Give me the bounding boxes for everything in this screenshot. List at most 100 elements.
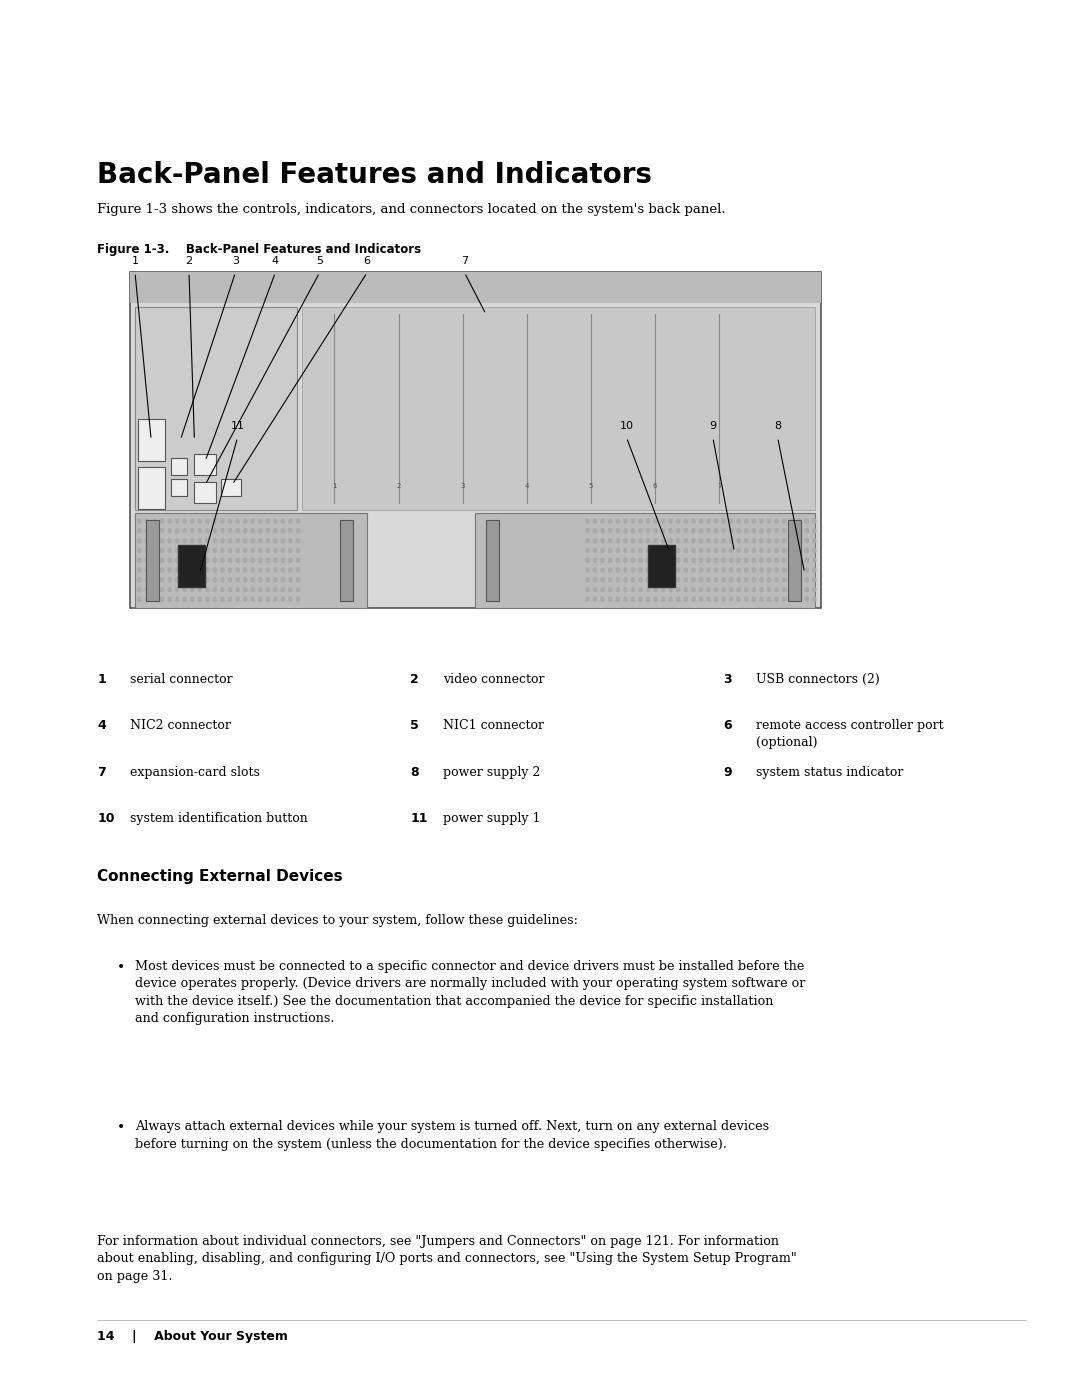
Circle shape [176, 549, 179, 553]
Circle shape [662, 520, 665, 524]
Text: 2: 2 [410, 673, 419, 686]
Circle shape [282, 578, 285, 581]
Circle shape [647, 549, 650, 553]
Text: 4: 4 [97, 719, 106, 732]
Circle shape [237, 567, 240, 573]
Text: power supply 2: power supply 2 [443, 766, 540, 778]
Circle shape [153, 539, 157, 543]
Circle shape [221, 567, 225, 573]
Circle shape [685, 557, 688, 563]
Circle shape [813, 567, 816, 573]
Circle shape [707, 588, 711, 592]
Circle shape [624, 539, 627, 543]
Circle shape [594, 567, 597, 573]
Circle shape [244, 529, 247, 534]
Circle shape [738, 539, 741, 543]
Circle shape [813, 578, 816, 581]
Circle shape [730, 598, 733, 602]
Circle shape [692, 520, 696, 524]
Circle shape [229, 557, 232, 563]
Circle shape [206, 557, 210, 563]
Text: •: • [117, 960, 125, 974]
Circle shape [639, 598, 642, 602]
Circle shape [775, 588, 779, 592]
Circle shape [153, 588, 157, 592]
Circle shape [161, 557, 164, 563]
Circle shape [700, 588, 703, 592]
Circle shape [632, 529, 635, 534]
Circle shape [244, 588, 247, 592]
Circle shape [768, 578, 771, 581]
Circle shape [753, 588, 756, 592]
Circle shape [184, 557, 187, 563]
Circle shape [206, 539, 210, 543]
Circle shape [707, 557, 711, 563]
Circle shape [267, 557, 270, 563]
Circle shape [723, 567, 726, 573]
FancyBboxPatch shape [475, 513, 815, 608]
Circle shape [594, 539, 597, 543]
Circle shape [609, 598, 612, 602]
Circle shape [602, 520, 605, 524]
Circle shape [221, 598, 225, 602]
Circle shape [677, 549, 680, 553]
Text: serial connector: serial connector [130, 673, 232, 686]
FancyBboxPatch shape [340, 520, 353, 601]
Circle shape [738, 588, 741, 592]
Circle shape [282, 557, 285, 563]
Circle shape [738, 567, 741, 573]
Circle shape [252, 520, 255, 524]
Circle shape [783, 539, 786, 543]
Circle shape [647, 578, 650, 581]
Circle shape [145, 557, 149, 563]
Circle shape [670, 598, 672, 602]
Circle shape [594, 549, 597, 553]
Circle shape [138, 557, 140, 563]
Circle shape [609, 588, 612, 592]
Circle shape [161, 578, 164, 581]
Circle shape [791, 567, 794, 573]
Circle shape [297, 520, 300, 524]
Circle shape [654, 557, 657, 563]
Circle shape [237, 549, 240, 553]
Text: 9: 9 [724, 766, 732, 778]
Text: 5: 5 [410, 719, 419, 732]
Circle shape [723, 578, 726, 581]
Circle shape [176, 557, 179, 563]
Circle shape [723, 557, 726, 563]
Circle shape [806, 598, 809, 602]
Text: 8: 8 [774, 420, 781, 432]
Text: 6: 6 [724, 719, 732, 732]
Circle shape [206, 529, 210, 534]
Circle shape [191, 588, 194, 592]
Circle shape [768, 598, 771, 602]
Circle shape [685, 598, 688, 602]
Circle shape [206, 578, 210, 581]
Circle shape [624, 567, 627, 573]
Circle shape [267, 529, 270, 534]
FancyBboxPatch shape [130, 272, 821, 303]
Circle shape [700, 567, 703, 573]
Circle shape [145, 520, 149, 524]
Circle shape [715, 567, 718, 573]
Circle shape [289, 598, 293, 602]
Text: Back-Panel Features and Indicators: Back-Panel Features and Indicators [97, 161, 652, 189]
Circle shape [715, 520, 718, 524]
Circle shape [168, 598, 172, 602]
Circle shape [168, 578, 172, 581]
Circle shape [647, 567, 650, 573]
Text: 3: 3 [232, 256, 239, 267]
Circle shape [806, 539, 809, 543]
Circle shape [244, 578, 247, 581]
FancyBboxPatch shape [221, 479, 241, 496]
Circle shape [745, 588, 748, 592]
Circle shape [191, 557, 194, 563]
Circle shape [191, 567, 194, 573]
Circle shape [259, 578, 262, 581]
Circle shape [138, 520, 140, 524]
Circle shape [229, 567, 232, 573]
Circle shape [806, 529, 809, 534]
Circle shape [244, 539, 247, 543]
Circle shape [267, 520, 270, 524]
Circle shape [594, 598, 597, 602]
